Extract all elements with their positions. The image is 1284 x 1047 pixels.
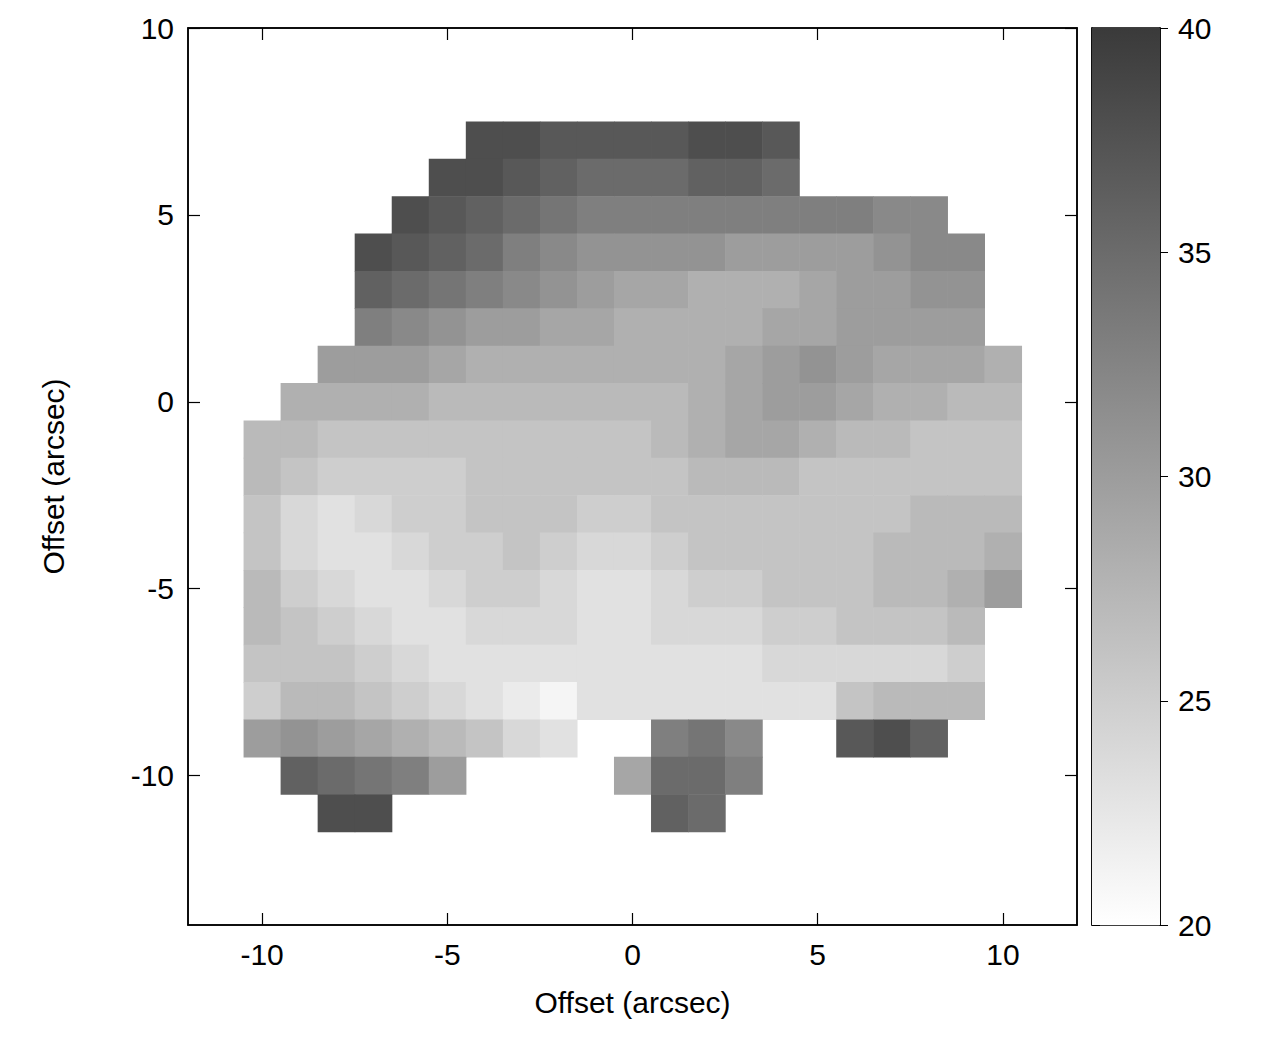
svg-text:40: 40 xyxy=(1178,12,1211,45)
svg-text:-5: -5 xyxy=(434,938,461,971)
svg-text:-5: -5 xyxy=(147,572,174,605)
svg-text:35: 35 xyxy=(1178,236,1211,269)
svg-text:20: 20 xyxy=(1178,909,1211,942)
svg-text:0: 0 xyxy=(624,938,641,971)
svg-text:-10: -10 xyxy=(131,759,174,792)
svg-text:Offset (arcsec): Offset (arcsec) xyxy=(534,986,730,1019)
svg-text:25: 25 xyxy=(1178,684,1211,717)
svg-text:10: 10 xyxy=(141,12,174,45)
svg-text:5: 5 xyxy=(157,198,174,231)
svg-text:30: 30 xyxy=(1178,460,1211,493)
svg-text:0: 0 xyxy=(157,385,174,418)
svg-text:10: 10 xyxy=(986,938,1019,971)
svg-text:Offset (arcsec): Offset (arcsec) xyxy=(37,378,70,574)
svg-text:-10: -10 xyxy=(240,938,283,971)
svg-text:5: 5 xyxy=(809,938,826,971)
